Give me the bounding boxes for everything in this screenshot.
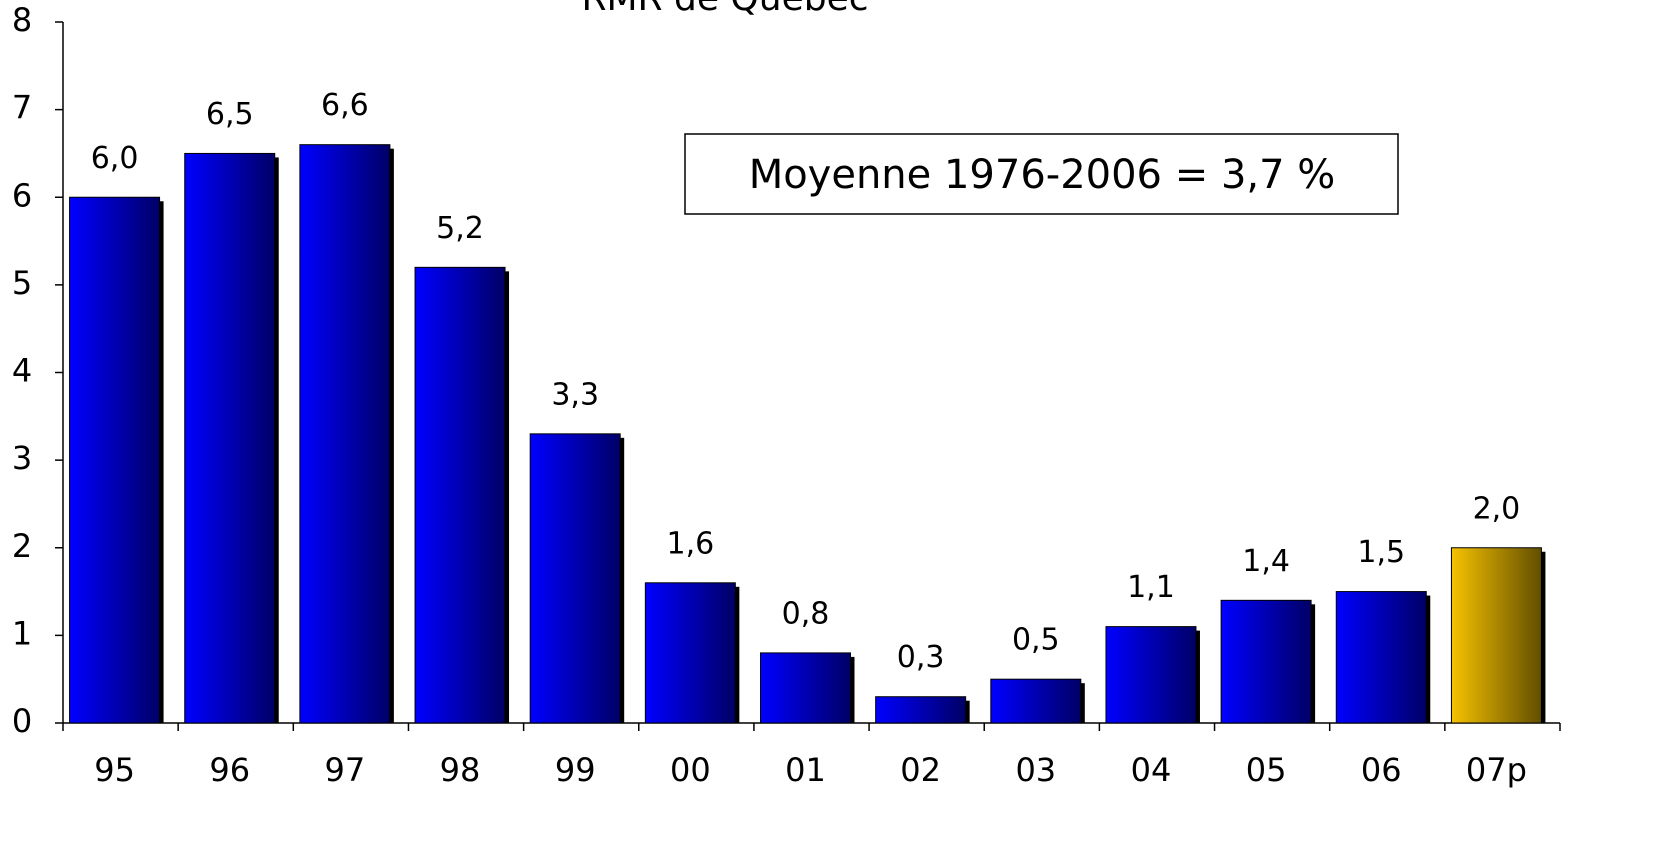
x-tick-label: 07p [1466, 751, 1527, 789]
y-tick-label: 7 [12, 89, 32, 127]
bar-shade [530, 433, 621, 723]
bar-shade [1221, 600, 1312, 723]
x-tick-label: 99 [555, 751, 596, 789]
x-tick-label: 03 [1015, 751, 1056, 789]
value-label: 0,8 [782, 596, 830, 631]
y-tick-label: 6 [12, 176, 32, 214]
bar-shade [69, 197, 160, 723]
value-label: 3,3 [551, 377, 599, 412]
value-label: 1,4 [1242, 544, 1290, 579]
y-tick-label: 2 [12, 527, 32, 565]
x-tick-label: 95 [94, 751, 135, 789]
bar-shade [1451, 547, 1542, 723]
x-tick-label: 96 [209, 751, 250, 789]
bar-shade [875, 696, 966, 723]
bar-shade [184, 153, 275, 723]
bar-shade [415, 267, 506, 723]
annotation-box [684, 133, 1399, 215]
y-tick-label: 0 [12, 702, 32, 740]
y-tick-label: 1 [12, 614, 32, 652]
value-label: 5,2 [436, 211, 484, 246]
bar-shade [299, 144, 390, 724]
x-tick-label: 97 [325, 751, 366, 789]
x-tick-label: 01 [785, 751, 826, 789]
y-tick-label: 3 [12, 439, 32, 477]
y-tick-label: 5 [12, 264, 32, 302]
x-tick-label: 00 [670, 751, 711, 789]
value-label: 1,6 [666, 526, 714, 561]
y-tick-label: 4 [12, 352, 32, 390]
value-label: 0,3 [897, 640, 945, 675]
x-tick-label: 02 [900, 751, 941, 789]
value-label: 1,5 [1357, 535, 1405, 570]
x-tick-label: 06 [1361, 751, 1402, 789]
bar-shade [1105, 626, 1196, 723]
bar-shade [1336, 591, 1427, 723]
value-label: 2,0 [1473, 491, 1521, 526]
annotation: Moyenne 1976-2006 = 3,7 % [749, 152, 1336, 198]
x-tick-label: 05 [1246, 751, 1287, 789]
bar-shade [990, 679, 1081, 723]
bar-shade [760, 652, 851, 723]
value-label: 6,5 [206, 97, 254, 132]
value-label: 0,5 [1012, 623, 1060, 658]
x-tick-label: 04 [1131, 751, 1172, 789]
chart-title: RMR de Québec [581, 0, 868, 19]
value-label: 6,6 [321, 88, 369, 123]
bar-shade [645, 582, 736, 723]
x-tick-label: 98 [440, 751, 481, 789]
y-tick-label: 8 [12, 1, 32, 39]
value-label: 6,0 [91, 141, 139, 176]
value-label: 1,1 [1127, 570, 1175, 605]
